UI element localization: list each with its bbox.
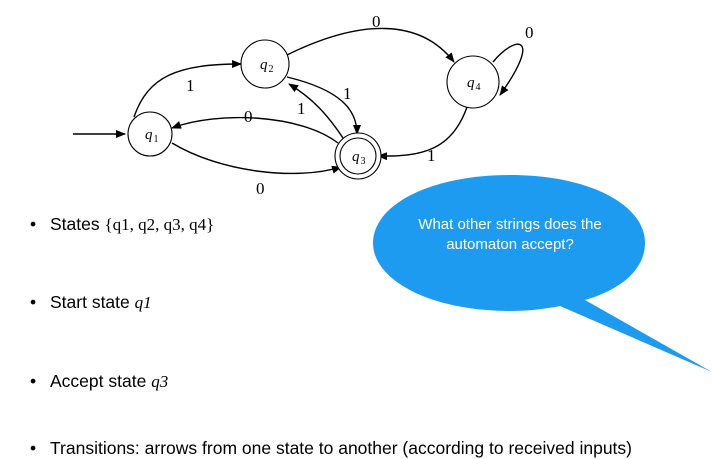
transition-q2-q3 [286, 76, 361, 135]
transition-q4-q4 [492, 43, 524, 96]
accept-state-value: q3 [151, 372, 169, 391]
state-q3-sub: 3 [361, 156, 366, 167]
transition-q4-q3 [377, 106, 468, 161]
bullet-start-state: Start state q1 [30, 291, 690, 314]
start-state-label: Start state [50, 292, 130, 312]
bullet-transitions: Transitions: arrows from one state to an… [30, 437, 670, 459]
transition-label-q4-q3: 1 [427, 146, 436, 165]
transition-label-q2-q3: 1 [343, 84, 352, 103]
state-q4-name: q [467, 75, 475, 91]
transition-q2-q4 [286, 27, 455, 63]
transition-q1-q2 [133, 60, 242, 118]
svg-text:q1: q1 [145, 127, 159, 145]
state-q4-sub: 4 [476, 82, 481, 93]
transition-q1-q3 [171, 142, 342, 175]
transition-label-q3-q2: 1 [297, 99, 306, 118]
state-q2: q2 [240, 39, 290, 89]
speech-bubble [373, 175, 712, 372]
bullet-states: States {q1, q2, q3, q4} [30, 213, 690, 236]
transitions-text: Transitions: arrows from one state to an… [50, 438, 632, 458]
state-q1-name: q [145, 127, 153, 143]
transition-q3-q1 [171, 116, 339, 144]
automaton-diagram: 1 0 0 1 1 0 0 1 q1 q2 q3 q4 [73, 12, 534, 198]
state-q3-name: q [352, 149, 360, 165]
transition-q3-q2 [288, 83, 344, 139]
transition-label-q1-q2: 1 [186, 76, 195, 95]
speech-bubble-shape [373, 175, 712, 372]
transition-label-q3-q1: 0 [244, 107, 253, 126]
speech-bubble-text: What other strings does the automaton ac… [418, 216, 602, 253]
states-label: States [50, 214, 100, 234]
start-state-value: q1 [134, 293, 152, 312]
state-q3-accept: q3 [334, 132, 382, 180]
state-q4: q4 [446, 55, 500, 109]
states-set: {q1, q2, q3, q4} [104, 215, 215, 234]
transition-label-q1-q3: 0 [256, 179, 265, 198]
accept-state-label: Accept state [50, 371, 147, 391]
transition-label-q2-q4: 0 [372, 12, 381, 31]
svg-text:q4: q4 [467, 75, 481, 93]
state-q1: q1 [127, 111, 173, 157]
state-q2-sub: 2 [269, 64, 274, 75]
state-q2-name: q [260, 57, 268, 73]
svg-text:q2: q2 [260, 57, 274, 75]
state-q1-sub: 1 [154, 134, 159, 145]
svg-text:q3: q3 [352, 149, 366, 167]
transition-label-q4-q4: 0 [525, 23, 534, 42]
bullet-accept-state: Accept state q3 [30, 370, 690, 393]
